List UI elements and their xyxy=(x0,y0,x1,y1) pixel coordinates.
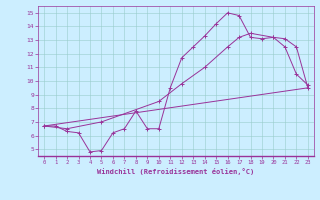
X-axis label: Windchill (Refroidissement éolien,°C): Windchill (Refroidissement éolien,°C) xyxy=(97,168,255,175)
